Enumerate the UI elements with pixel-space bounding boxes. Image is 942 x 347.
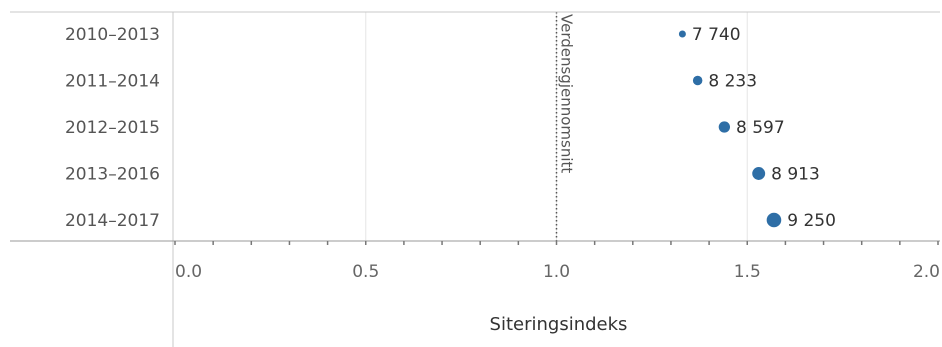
reference-line-group: Verdensgjennomsnitt: [555, 12, 576, 241]
data-point: [766, 212, 782, 228]
data-point: [678, 30, 686, 38]
x-axis-title: Siteringsindeks: [490, 314, 628, 335]
data-label: 8 913: [771, 165, 820, 185]
data-label: 7 740: [692, 25, 741, 45]
data-labels: 7 740 8 233 8 597 8 913 9 250: [692, 25, 836, 231]
x-tick-label: 0.5: [352, 262, 379, 282]
category-labels: 2010–2013 2011–2014 2012–2015 2013–2016 2014…: [65, 25, 160, 231]
data-label: 9 250: [787, 211, 836, 231]
data-point: [718, 121, 731, 133]
data-label: 8 597: [736, 118, 785, 138]
x-tick-label: 1.0: [543, 262, 570, 282]
data-points: [678, 30, 782, 228]
category-label: 2014–2017: [65, 211, 160, 231]
data-point: [692, 75, 703, 86]
axes: [10, 11, 940, 347]
grid: [365, 12, 748, 241]
x-tick-labels: 0.0 0.5 1.0 1.5 2.0: [175, 262, 940, 282]
data-label: 8 233: [708, 72, 757, 92]
x-tick-label: 0.0: [175, 262, 202, 282]
category-label: 2012–2015: [65, 118, 160, 138]
x-tick-label: 1.5: [734, 262, 761, 282]
data-point: [752, 167, 766, 180]
category-label: 2013–2016: [65, 165, 160, 185]
x-tick-label: 2.0: [913, 262, 940, 282]
reference-line-label: Verdensgjennomsnitt: [558, 14, 576, 173]
category-label: 2010–2013: [65, 25, 160, 45]
category-label: 2011–2014: [65, 72, 160, 92]
